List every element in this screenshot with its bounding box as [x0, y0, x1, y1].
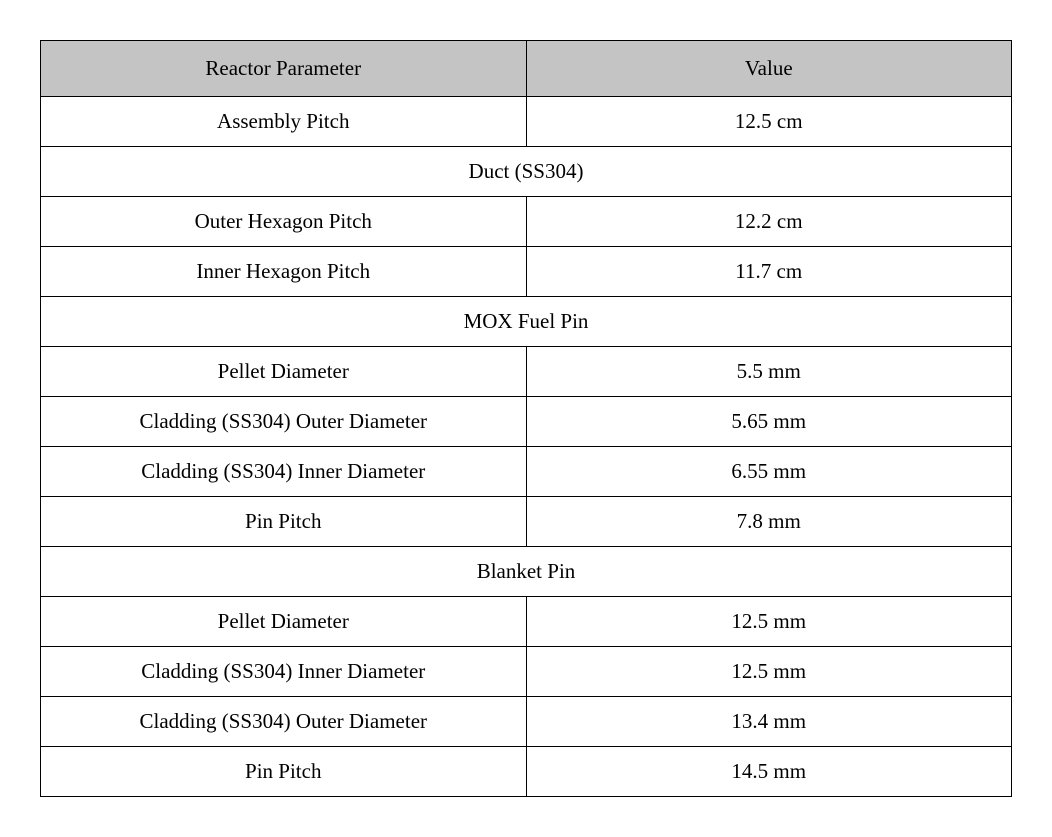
reactor-parameters-table: Reactor Parameter Value Assembly Pitch 1… — [40, 40, 1012, 797]
table-row: Inner Hexagon Pitch 11.7 cm — [41, 247, 1012, 297]
cell-value: 11.7 cm — [526, 247, 1012, 297]
table-row: Pin Pitch 14.5 mm — [41, 747, 1012, 797]
cell-value: 6.55 mm — [526, 447, 1012, 497]
cell-value: 12.5 cm — [526, 97, 1012, 147]
table-row: Pellet Diameter 12.5 mm — [41, 597, 1012, 647]
table-row: Cladding (SS304) Inner Diameter 12.5 mm — [41, 647, 1012, 697]
cell-param: Pellet Diameter — [41, 597, 527, 647]
cell-value: 5.5 mm — [526, 347, 1012, 397]
cell-param: Pin Pitch — [41, 747, 527, 797]
table-row: Outer Hexagon Pitch 12.2 cm — [41, 197, 1012, 247]
cell-value: 7.8 mm — [526, 497, 1012, 547]
cell-param: Cladding (SS304) Outer Diameter — [41, 697, 527, 747]
table-row: Cladding (SS304) Outer Diameter 5.65 mm — [41, 397, 1012, 447]
section-label: MOX Fuel Pin — [41, 297, 1012, 347]
table-section-row: MOX Fuel Pin — [41, 297, 1012, 347]
cell-value: 5.65 mm — [526, 397, 1012, 447]
table-row: Assembly Pitch 12.5 cm — [41, 97, 1012, 147]
cell-param: Assembly Pitch — [41, 97, 527, 147]
table-row: Cladding (SS304) Outer Diameter 13.4 mm — [41, 697, 1012, 747]
cell-value: 12.2 cm — [526, 197, 1012, 247]
cell-param: Inner Hexagon Pitch — [41, 247, 527, 297]
table-row: Pellet Diameter 5.5 mm — [41, 347, 1012, 397]
section-label: Blanket Pin — [41, 547, 1012, 597]
cell-param: Cladding (SS304) Inner Diameter — [41, 447, 527, 497]
cell-param: Cladding (SS304) Inner Diameter — [41, 647, 527, 697]
cell-value: 12.5 mm — [526, 647, 1012, 697]
table-header-row: Reactor Parameter Value — [41, 41, 1012, 97]
table-body: Assembly Pitch 12.5 cm Duct (SS304) Oute… — [41, 97, 1012, 797]
section-label: Duct (SS304) — [41, 147, 1012, 197]
cell-value: 12.5 mm — [526, 597, 1012, 647]
cell-param: Cladding (SS304) Outer Diameter — [41, 397, 527, 447]
cell-param: Outer Hexagon Pitch — [41, 197, 527, 247]
table-section-row: Blanket Pin — [41, 547, 1012, 597]
table-row: Pin Pitch 7.8 mm — [41, 497, 1012, 547]
table-row: Cladding (SS304) Inner Diameter 6.55 mm — [41, 447, 1012, 497]
cell-value: 14.5 mm — [526, 747, 1012, 797]
cell-param: Pellet Diameter — [41, 347, 527, 397]
table-section-row: Duct (SS304) — [41, 147, 1012, 197]
header-value: Value — [526, 41, 1012, 97]
cell-value: 13.4 mm — [526, 697, 1012, 747]
cell-param: Pin Pitch — [41, 497, 527, 547]
header-param: Reactor Parameter — [41, 41, 527, 97]
